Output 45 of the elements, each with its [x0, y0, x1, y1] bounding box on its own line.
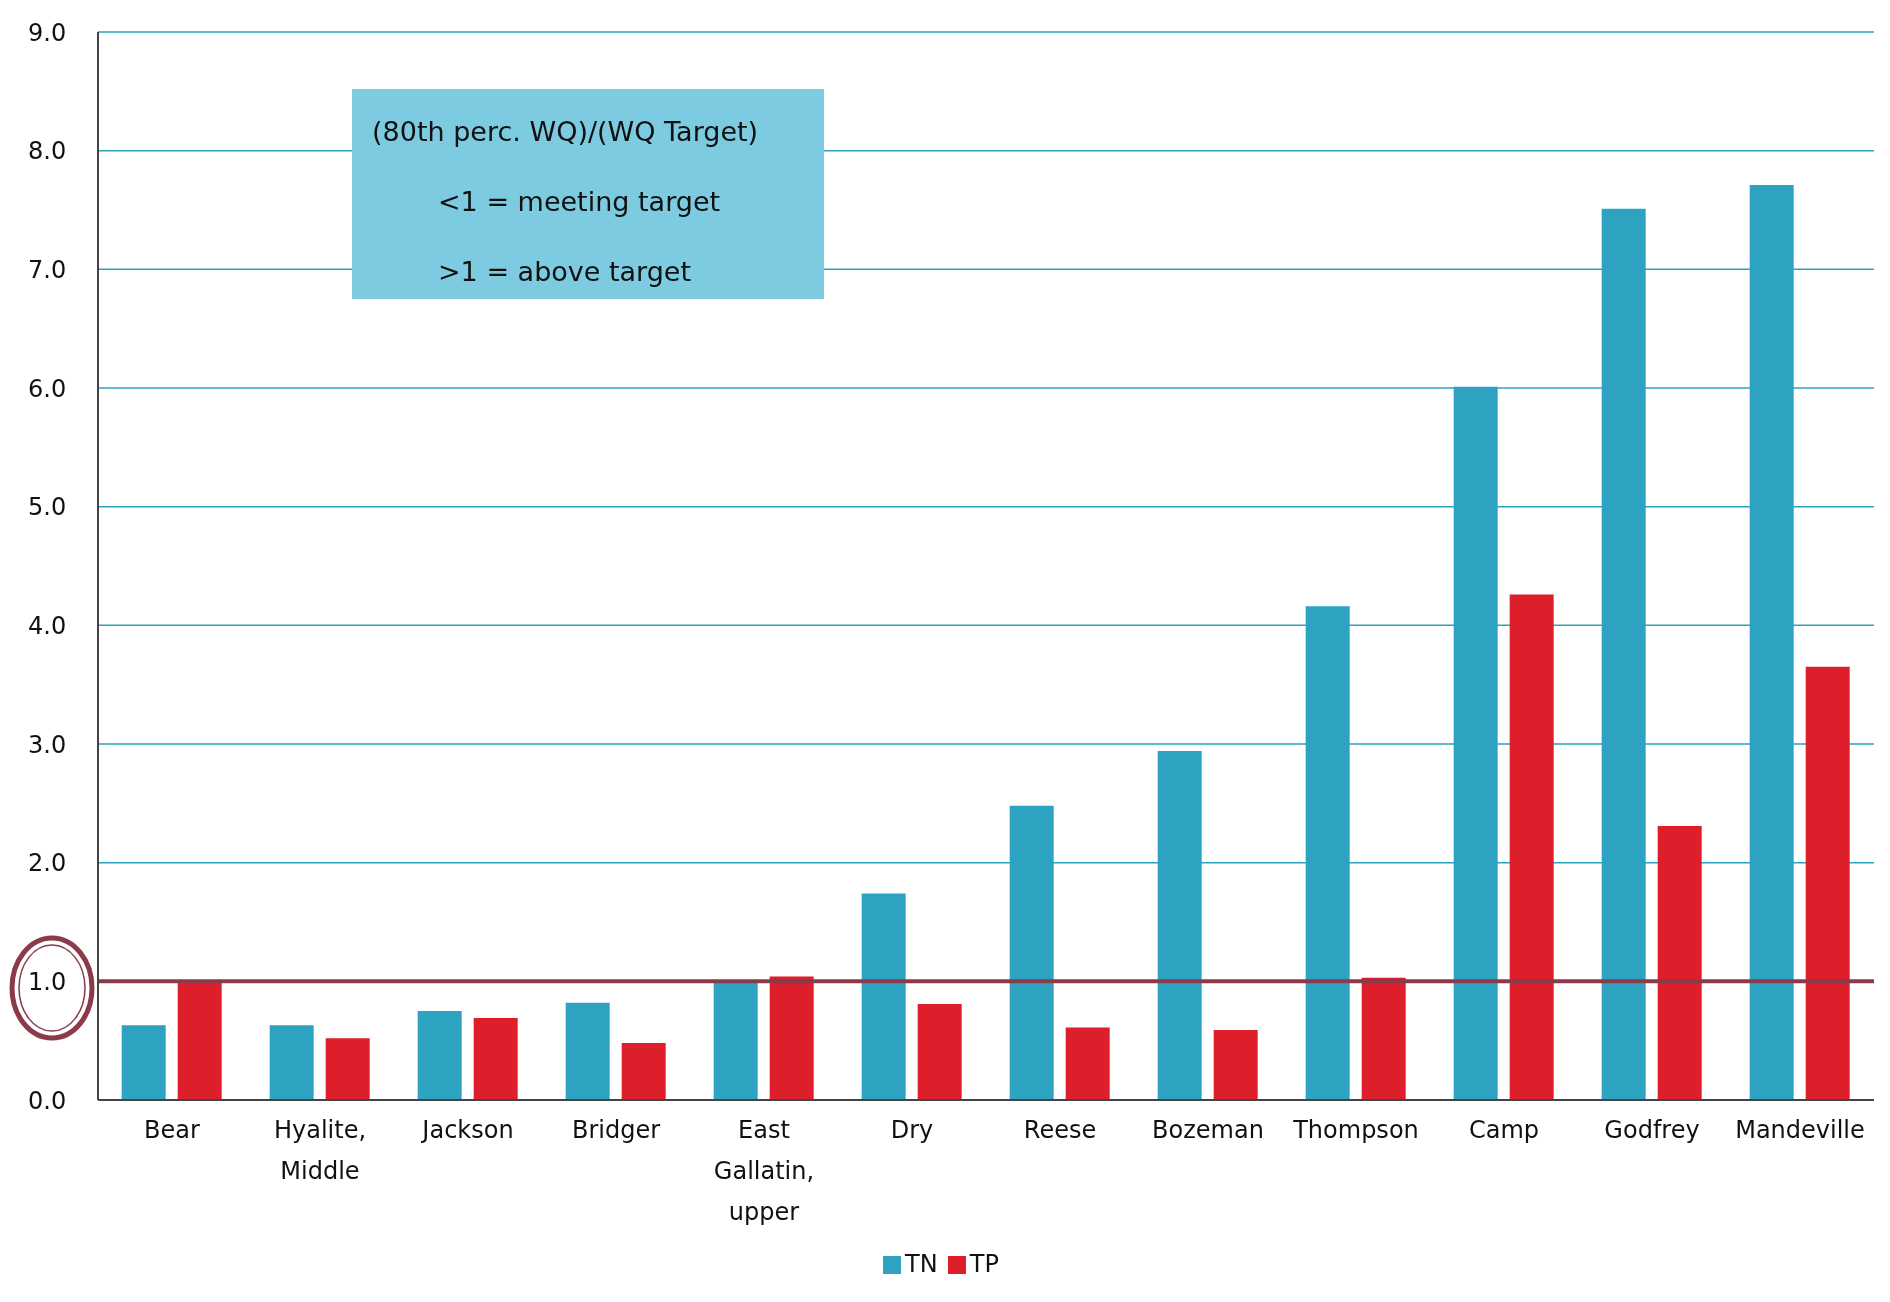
- bar: [1657, 825, 1702, 1100]
- y-tick-label: 1.0: [28, 967, 67, 996]
- x-tick-label: Camp: [1468, 1116, 1540, 1144]
- annotation: (80th perc. WQ)/(WQ Target): [372, 115, 760, 149]
- y-tick-label: 9.0: [28, 18, 67, 47]
- y-tick-label: 2.0: [28, 849, 67, 878]
- x-tick-label: Jackson: [420, 1116, 514, 1144]
- x-tick-label: Bridger: [571, 1116, 661, 1144]
- x-tick-label: Reese: [1023, 1116, 1097, 1144]
- bar: [1361, 977, 1406, 1100]
- bar: [1805, 666, 1850, 1100]
- bar: [473, 1018, 518, 1100]
- legend-label: TP: [969, 1250, 999, 1278]
- legend-label: TN: [905, 1250, 938, 1278]
- annotation: >1 = above target: [438, 255, 693, 289]
- annotation: <1 = meeting target: [438, 185, 722, 219]
- bar: [1213, 1029, 1258, 1100]
- bar: [1509, 594, 1554, 1100]
- y-tick-label: 7.0: [28, 255, 67, 284]
- x-tick-label: Godfrey: [1604, 1116, 1700, 1144]
- y-tick-label: 4.0: [28, 611, 67, 640]
- y-tick-label: 5.0: [28, 493, 67, 522]
- bar: [917, 1003, 962, 1100]
- x-tick-label: Mandeville: [1735, 1116, 1865, 1144]
- x-tick-label: Bear: [144, 1116, 201, 1144]
- x-tick-label: Dry: [890, 1116, 934, 1144]
- bar: [325, 1038, 370, 1100]
- bar: [621, 1043, 666, 1100]
- x-tick-label: Bozeman: [1152, 1116, 1264, 1144]
- bar: [177, 982, 222, 1100]
- y-tick-label: 6.0: [28, 374, 67, 403]
- bar: [1065, 1027, 1110, 1100]
- x-tick-label: East Gallatin, upper: [713, 1116, 815, 1226]
- bar: [417, 1011, 462, 1100]
- bar: [713, 982, 758, 1100]
- bar: [121, 1025, 166, 1100]
- y-tick-label: 0.0: [28, 1086, 67, 1115]
- bar: [861, 893, 906, 1100]
- y-tick-label: 8.0: [28, 137, 67, 166]
- x-tick-label: Thompson: [1292, 1116, 1419, 1144]
- y-tick-label: 3.0: [28, 730, 67, 759]
- x-tick-label: Hyalite, Middle: [273, 1116, 367, 1185]
- bar: [269, 1025, 314, 1100]
- bar: [565, 1002, 610, 1100]
- bar: [769, 976, 814, 1100]
